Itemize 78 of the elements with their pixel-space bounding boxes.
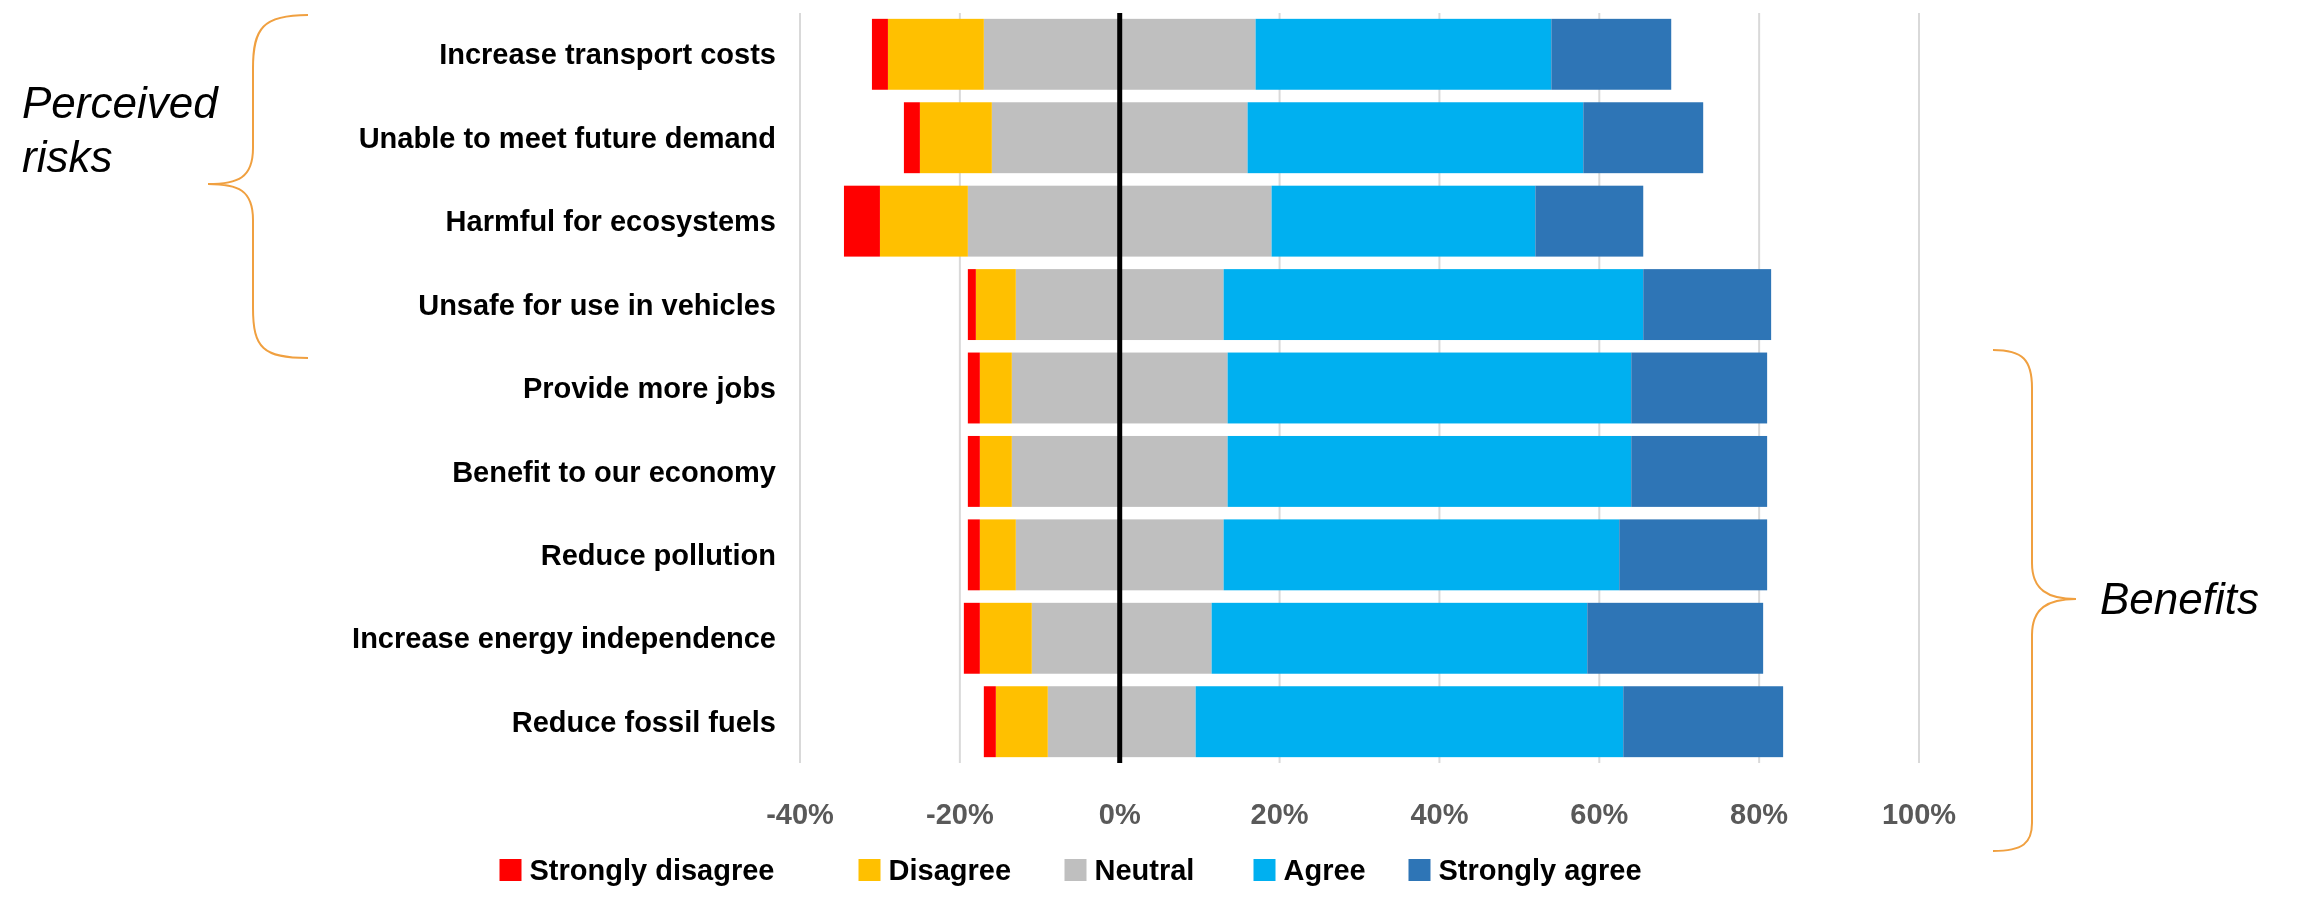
bar	[1271, 185, 1536, 257]
bar	[1631, 435, 1768, 507]
bar	[979, 352, 1012, 424]
legend-label: Disagree	[888, 854, 1012, 887]
bar	[903, 102, 920, 174]
x-tick-label: 0%	[1098, 798, 1141, 831]
bar	[983, 686, 996, 758]
bar	[967, 269, 976, 341]
bar	[1255, 18, 1552, 90]
bar	[843, 185, 880, 257]
bar	[1619, 519, 1768, 591]
bar	[1227, 435, 1632, 507]
bar	[1119, 102, 1248, 174]
bar	[979, 519, 1016, 591]
bar	[1583, 102, 1704, 174]
bar	[1587, 602, 1764, 674]
bar	[919, 102, 992, 174]
bar	[1119, 269, 1224, 341]
bar	[871, 18, 888, 90]
bar	[1119, 602, 1212, 674]
bar	[975, 269, 1016, 341]
bar	[1119, 352, 1228, 424]
bar	[1631, 352, 1768, 424]
bar	[1119, 185, 1272, 257]
y-tick-label: Reduce fossil fuels	[511, 705, 776, 738]
text: Benefits	[2100, 574, 2259, 624]
bar	[1223, 269, 1644, 341]
legend-label: Strongly agree	[1438, 854, 1642, 887]
bar	[1031, 602, 1120, 674]
legend-label: Agree	[1283, 854, 1366, 887]
y-tick-label: Increase transport costs	[439, 38, 776, 71]
bar	[1551, 18, 1672, 90]
x-tick-label: -20%	[926, 798, 994, 831]
bar	[1119, 686, 1196, 758]
bar	[963, 602, 980, 674]
bar	[967, 519, 980, 591]
bar	[879, 185, 968, 257]
y-tick-label: Benefit to our economy	[452, 455, 776, 488]
bar	[1195, 686, 1624, 758]
bar	[983, 18, 1120, 90]
bar	[1623, 686, 1784, 758]
bar	[1119, 435, 1228, 507]
y-tick-label: Unsafe for use in vehicles	[418, 288, 776, 321]
bar	[967, 435, 980, 507]
y-tick-label: Unable to meet future demand	[358, 121, 776, 154]
bar	[1211, 602, 1588, 674]
bar	[979, 435, 1012, 507]
bar	[1047, 686, 1120, 758]
bar	[1535, 185, 1644, 257]
bar	[1643, 269, 1772, 341]
bar	[967, 352, 980, 424]
x-tick-label: 20%	[1250, 798, 1309, 831]
bar	[995, 686, 1048, 758]
y-tick-label: Harmful for ecosystems	[445, 205, 776, 238]
bar	[967, 185, 1120, 257]
x-tick-label: -40%	[766, 798, 835, 831]
bar	[887, 18, 984, 90]
bar	[1011, 352, 1120, 424]
x-tick-label: 40%	[1410, 798, 1469, 831]
text: Perceived risks	[22, 78, 220, 181]
bar	[1015, 519, 1120, 591]
bar	[1227, 352, 1632, 424]
legend-label: Neutral	[1094, 854, 1195, 887]
x-tick-label: 60%	[1570, 798, 1629, 831]
y-tick-label: Reduce pollution	[540, 539, 776, 571]
bar	[991, 102, 1120, 174]
y-tick-label: Increase energy independence	[352, 622, 776, 655]
x-tick-label: 100%	[1881, 798, 1957, 831]
bar	[979, 602, 1032, 674]
bar	[1119, 18, 1256, 90]
legend-label: Strongly disagree	[529, 854, 775, 887]
x-tick-label: 80%	[1730, 798, 1789, 831]
bar	[1247, 102, 1584, 174]
bar	[1011, 435, 1120, 507]
bar	[1223, 519, 1620, 591]
bar	[1119, 519, 1224, 591]
y-tick-label: Provide more jobs	[522, 372, 776, 405]
bar	[1015, 269, 1120, 341]
